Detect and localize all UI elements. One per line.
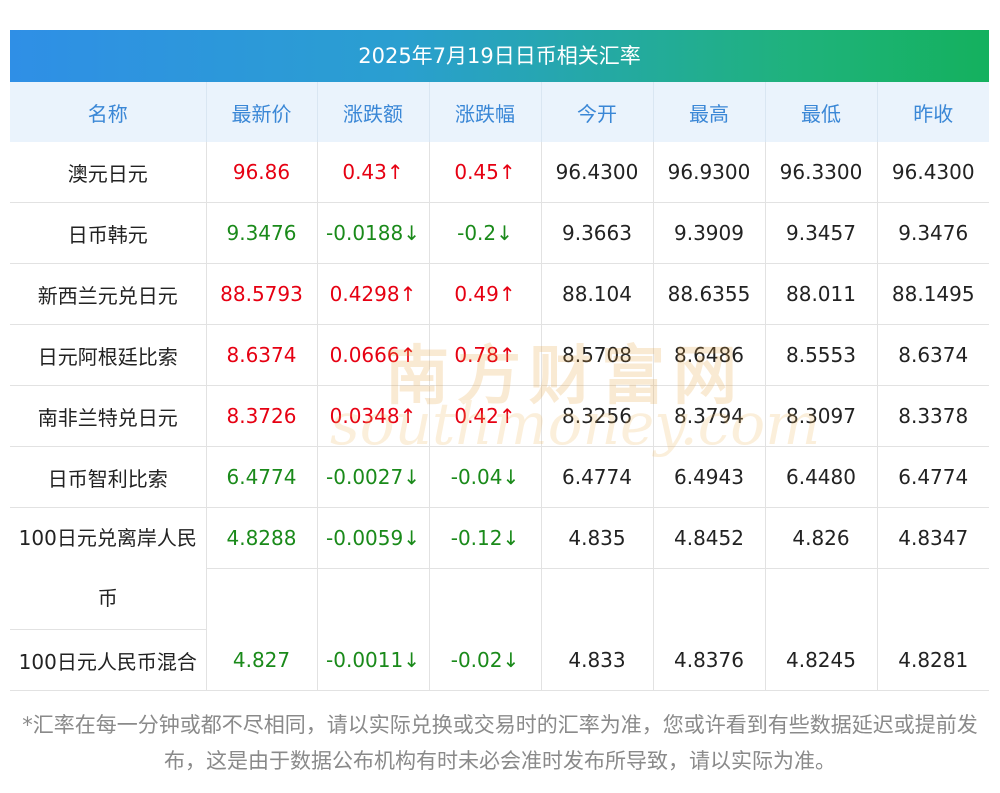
footnote: *汇率在每一分钟或都不尽相同，请以实际兑换或交易时的汇率为准，您或许看到有些数据… (22, 713, 978, 773)
change-amount: -0.0059↓ (317, 507, 430, 630)
open-price: 8.3256 (541, 385, 654, 447)
high-price: 8.3794 (653, 385, 766, 447)
low-price: 4.8245 (765, 629, 878, 691)
change-percent: -0.12↓ (429, 507, 542, 630)
open-price-value: 4.835 (541, 508, 653, 569)
high-price: 8.6486 (653, 324, 766, 386)
prev-close: 9.3476 (877, 202, 989, 264)
open-price: 9.3663 (541, 202, 654, 264)
pair-name: 日币韩元 (10, 202, 207, 264)
latest-price: 4.827 (206, 629, 318, 691)
latest-price: 4.8288 (206, 507, 318, 630)
high-price-value: 4.8452 (653, 508, 765, 569)
open-price: 6.4774 (541, 446, 654, 508)
change-percent: -0.02↓ (429, 629, 542, 691)
latest-price: 8.6374 (206, 324, 318, 386)
high-price: 4.8376 (653, 629, 766, 691)
high-price: 9.3909 (653, 202, 766, 264)
prev-close: 88.1495 (877, 263, 989, 325)
prev-close: 4.8281 (877, 629, 989, 691)
header-pct: 涨跌幅 (429, 82, 542, 142)
header-prev: 昨收 (877, 82, 989, 142)
pair-name: 100日元兑离岸人民币 (10, 507, 207, 630)
latest-price: 8.3726 (206, 385, 318, 447)
table-row: 澳元日元 96.86 0.43↑ 0.45↑ 96.4300 96.9300 96.3300… (10, 142, 989, 203)
table-row: 新西兰元兑日元 88.5793 0.4298↑ 0.49↑ 88.104 88.6355 8… (10, 263, 989, 325)
latest-price-value: 4.8288 (206, 508, 317, 569)
table-header-row: 名称 最新价 涨跌额 涨跌幅 今开 最高 最低 昨收 (10, 82, 989, 142)
change-amount: 0.43↑ (317, 142, 430, 203)
high-price: 4.8452 (653, 507, 766, 630)
change-percent: -0.04↓ (429, 446, 542, 508)
latest-price: 88.5793 (206, 263, 318, 325)
high-price: 6.4943 (653, 446, 766, 508)
open-price: 4.835 (541, 507, 654, 630)
header-name: 名称 (10, 82, 207, 142)
pair-name: 日元阿根廷比索 (10, 324, 207, 386)
table-row: 南非兰特兑日元 8.3726 0.0348↑ 0.42↑ 8.3256 8.3794 8.3… (10, 385, 989, 447)
table-row: 日元阿根廷比索 8.6374 0.0666↑ 0.78↑ 8.5708 8.6486 8.5… (10, 324, 989, 386)
table-title: 2025年7月19日日币相关汇率 (10, 30, 989, 82)
table-row: 100日元兑离岸人民币 4.8288 -0.0059↓ -0.12↓ 4.835 4.84… (10, 507, 989, 630)
header-low: 最低 (765, 82, 878, 142)
change-amount: -0.0188↓ (317, 202, 430, 264)
change-percent: 0.49↑ (429, 263, 542, 325)
open-price: 88.104 (541, 263, 654, 325)
pair-name: 澳元日元 (10, 142, 207, 203)
low-price: 88.011 (765, 263, 878, 325)
latest-price: 6.4774 (206, 446, 318, 508)
change-percent: -0.2↓ (429, 202, 542, 264)
open-price: 4.833 (541, 629, 654, 691)
low-price: 96.3300 (765, 142, 878, 203)
pair-name: 南非兰特兑日元 (10, 385, 207, 447)
change-percent-value: -0.12↓ (429, 508, 541, 569)
change-amount: -0.0027↓ (317, 446, 430, 508)
open-price: 96.4300 (541, 142, 654, 203)
low-price: 8.3097 (765, 385, 878, 447)
table-row: 100日元人民币混合 4.827 -0.0011↓ -0.02↓ 4.833 4.8376… (10, 629, 989, 691)
change-amount-value: -0.0059↓ (317, 508, 429, 569)
change-amount: 0.4298↑ (317, 263, 430, 325)
header-latest: 最新价 (206, 82, 318, 142)
pair-name: 新西兰元兑日元 (10, 263, 207, 325)
low-price-value: 4.826 (765, 508, 877, 569)
rate-table-container: 2025年7月19日日币相关汇率 名称 最新价 涨跌额 涨跌幅 今开 最高 最低… (10, 30, 989, 691)
pair-name: 100日元人民币混合 (10, 629, 207, 691)
table-row: 日币韩元 9.3476 -0.0188↓ -0.2↓ 9.3663 9.3909 9.345… (10, 202, 989, 264)
latest-price: 96.86 (206, 142, 318, 203)
change-percent: 0.42↑ (429, 385, 542, 447)
change-percent: 0.45↑ (429, 142, 542, 203)
change-amount: -0.0011↓ (317, 629, 430, 691)
prev-close-value: 4.8347 (877, 508, 989, 569)
exchange-rate-table: 名称 最新价 涨跌额 涨跌幅 今开 最高 最低 昨收 澳元日元 96.86 0.43… (10, 82, 989, 691)
latest-price: 9.3476 (206, 202, 318, 264)
high-price: 88.6355 (653, 263, 766, 325)
header-open: 今开 (541, 82, 654, 142)
prev-close: 6.4774 (877, 446, 989, 508)
table-row: 日币智利比索 6.4774 -0.0027↓ -0.04↓ 6.4774 6.4943 6.… (10, 446, 989, 508)
low-price: 9.3457 (765, 202, 878, 264)
header-high: 最高 (653, 82, 766, 142)
change-percent: 0.78↑ (429, 324, 542, 386)
change-amount: 0.0666↑ (317, 324, 430, 386)
prev-close: 8.3378 (877, 385, 989, 447)
open-price: 8.5708 (541, 324, 654, 386)
prev-close: 96.4300 (877, 142, 989, 203)
pair-name: 日币智利比索 (10, 446, 207, 508)
high-price: 96.9300 (653, 142, 766, 203)
change-amount: 0.0348↑ (317, 385, 430, 447)
header-change: 涨跌额 (317, 82, 430, 142)
prev-close: 8.6374 (877, 324, 989, 386)
low-price: 4.826 (765, 507, 878, 630)
low-price: 8.5553 (765, 324, 878, 386)
prev-close: 4.8347 (877, 508, 989, 630)
low-price: 6.4480 (765, 446, 878, 508)
